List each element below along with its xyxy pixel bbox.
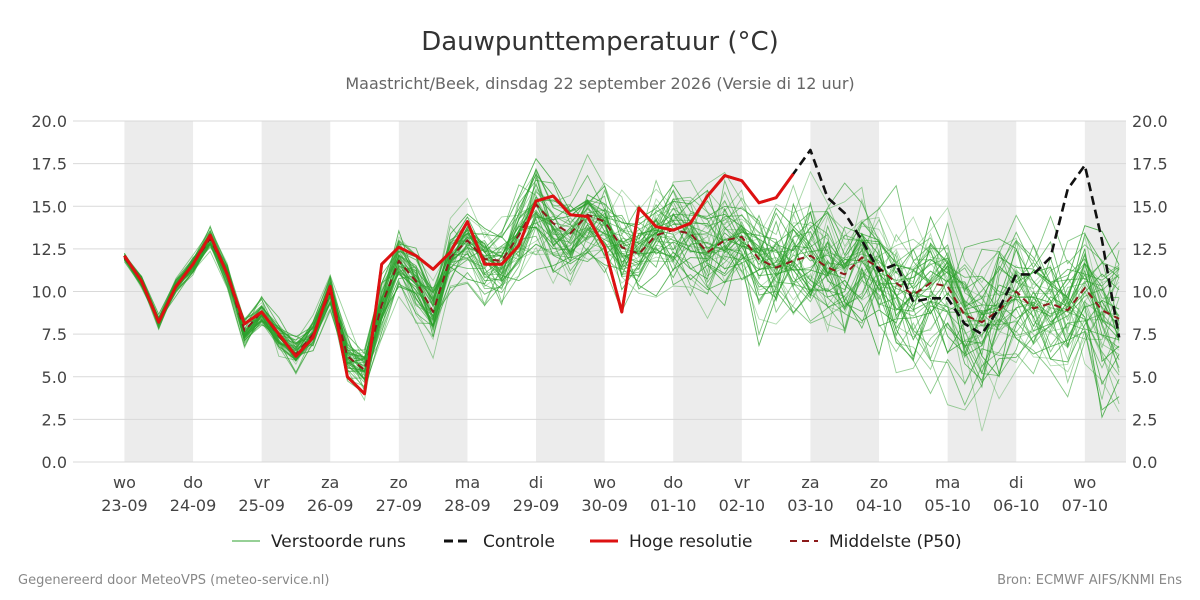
x-tick-date: 23-09	[101, 496, 148, 515]
x-tick-date: 06-10	[993, 496, 1040, 515]
ensemble-member-line	[124, 196, 1120, 398]
x-tick-date: 25-09	[238, 496, 285, 515]
x-tick-date: 26-09	[307, 496, 354, 515]
x-tick-day: wo	[113, 473, 136, 492]
y-tick-label-right: 7.5	[1132, 325, 1157, 344]
x-tick-date: 03-10	[787, 496, 834, 515]
legend-label-hoge-resolutie: Hoge resolutie	[629, 532, 753, 552]
x-tick-day: ma	[455, 473, 480, 492]
x-tick-date: 04-10	[856, 496, 903, 515]
ensemble-runs	[124, 153, 1120, 432]
x-tick-date: 01-10	[650, 496, 697, 515]
chart-title: Dauwpunttemperatuur (°C)	[421, 27, 779, 57]
y-tick-label-left: 5.0	[42, 368, 67, 387]
ensemble-member-line	[124, 179, 1120, 411]
series-lines	[123, 148, 1121, 396]
y-tick-label-left: 7.5	[42, 325, 67, 344]
legend: Verstoorde runs Controle Hoge resolutie …	[232, 532, 962, 552]
y-axis-left: 0.0 2.5 5.0 7.5 10.0 12.5 15.0 17.5 20.0	[31, 112, 67, 472]
y-tick-label-right: 10.0	[1132, 283, 1168, 302]
y-tick-label-right: 15.0	[1132, 197, 1168, 216]
ensemble-member-line	[124, 170, 1120, 373]
x-tick-date: 28-09	[444, 496, 491, 515]
x-tick-day: wo	[593, 473, 616, 492]
x-tick-day: za	[321, 473, 339, 492]
ensemble-member-line	[124, 211, 1120, 411]
x-tick-day: za	[801, 473, 819, 492]
ensemble-member-line	[124, 188, 1120, 363]
y-tick-label-left: 0.0	[42, 453, 67, 472]
ensemble-member-line	[124, 178, 1120, 379]
x-tick-date: 27-09	[376, 496, 423, 515]
legend-label-middelste: Middelste (P50)	[829, 532, 962, 552]
y-tick-label-right: 5.0	[1132, 368, 1157, 387]
x-tick-date: 24-09	[170, 496, 217, 515]
y-tick-label-left: 10.0	[31, 283, 67, 302]
x-tick-day: zo	[390, 473, 408, 492]
chart-subtitle: Maastricht/Beek, dinsdag 22 september 20…	[345, 74, 854, 93]
x-axis: wo 23-09 do 24-09 vr 25-09 za 26-09 zo 27-09 ma 28-…	[101, 473, 1108, 515]
y-tick-label-right: 2.5	[1132, 410, 1157, 429]
y-tick-label-right: 0.0	[1132, 453, 1157, 472]
y-tick-label-left: 17.5	[31, 155, 67, 174]
y-tick-label-right: 12.5	[1132, 240, 1168, 259]
x-tick-day: do	[663, 473, 683, 492]
x-tick-date: 29-09	[513, 496, 560, 515]
x-tick-date: 05-10	[924, 496, 971, 515]
x-tick-day: di	[529, 473, 544, 492]
x-tick-date: 02-10	[719, 496, 766, 515]
y-tick-label-left: 2.5	[42, 410, 67, 429]
y-axis-right: 0.0 2.5 5.0 7.5 10.0 12.5 15.0 17.5 20.0	[1132, 112, 1168, 472]
x-tick-date: 30-09	[581, 496, 628, 515]
ensemble-member-line	[124, 189, 1120, 369]
x-tick-date: 07-10	[1062, 496, 1109, 515]
x-tick-day: zo	[870, 473, 888, 492]
ensemble-member-line	[124, 182, 1120, 364]
ensemble-member-line	[124, 211, 1120, 384]
ensemble-member-line	[124, 189, 1120, 377]
x-tick-day: di	[1009, 473, 1024, 492]
y-tick-label-left: 12.5	[31, 240, 67, 259]
y-tick-label-right: 17.5	[1132, 155, 1168, 174]
y-tick-label-left: 15.0	[31, 197, 67, 216]
ensemble-member-line	[124, 196, 1120, 381]
x-tick-day: do	[183, 473, 203, 492]
y-tick-label-right: 20.0	[1132, 112, 1168, 131]
x-tick-day: wo	[1073, 473, 1096, 492]
x-tick-day: vr	[734, 473, 750, 492]
y-tick-label-left: 20.0	[31, 112, 67, 131]
footer-source: Bron: ECMWF AIFS/KNMI Ens	[997, 573, 1182, 588]
x-tick-day: vr	[254, 473, 270, 492]
legend-label-controle: Controle	[483, 532, 555, 552]
footer-generated-by: Gegenereerd door MeteoVPS (meteo-service…	[18, 573, 329, 588]
x-tick-day: ma	[935, 473, 960, 492]
legend-label-verstoorde-runs: Verstoorde runs	[271, 532, 406, 552]
series-line-hoge-resolutie	[123, 173, 795, 396]
